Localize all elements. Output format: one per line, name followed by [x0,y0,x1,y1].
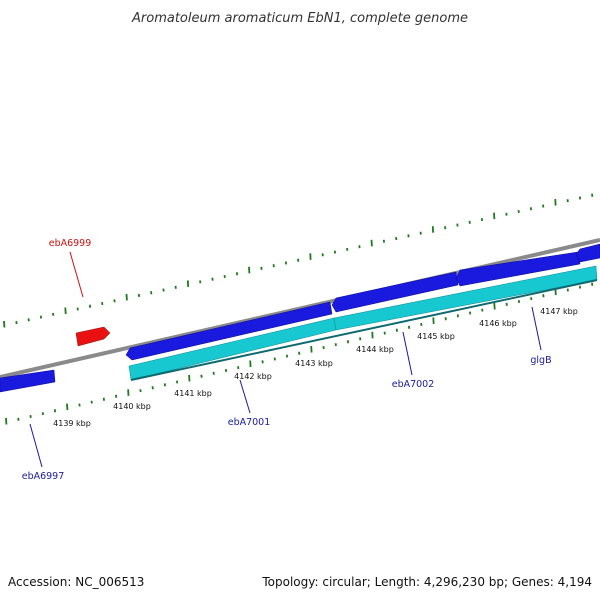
leader-ebA7002 [402,331,413,376]
gene-arrow-next[interactable] [575,243,600,263]
gene-label-ebA6997[interactable]: ebA6997 [22,471,65,482]
gene-arrow-ebA6999[interactable] [75,326,111,347]
kbp-label: 4144 kbp [356,345,394,354]
leader-ebA6999 [69,251,84,298]
kbp-label: 4146 kbp [479,319,517,328]
gene-label-ebA7001[interactable]: ebA7001 [228,417,271,428]
kbp-labels: 4139 kbp 4140 kbp 4141 kbp 4142 kbp 4143 kbp… [53,307,578,428]
kbp-label: 4141 kbp [174,389,212,398]
gene-arrow-ebA6997[interactable] [0,369,56,393]
kbp-label: 4145 kbp [417,332,455,341]
kbp-label: 4140 kbp [113,402,151,411]
kbp-label: 4143 kbp [295,359,333,368]
gene-label-ebA6999[interactable]: ebA6999 [49,238,92,249]
gene-arrow-ebA7001-left[interactable] [125,301,333,361]
gene-labels: ebA6999 ebA6997 ebA7001 ebA7002 glgB [22,238,552,482]
leader-glgB [531,306,542,351]
cds-track-edge [130,279,598,381]
scale-ticks [3,193,594,425]
genome-summary-text: Topology: circular; Length: 4,296,230 bp… [261,575,592,589]
leader-ebA7001 [239,379,251,414]
accession-text: Accession: NC_006513 [8,575,144,589]
kbp-label: 4139 kbp [53,419,91,428]
genome-backbone [0,238,600,379]
gene-label-glgB[interactable]: glgB [530,355,551,366]
gene-label-ebA7002[interactable]: ebA7002 [392,379,435,390]
leader-ebA6997 [29,423,43,468]
tick-row-lower [5,282,594,425]
tick-row-upper [3,193,594,328]
kbp-label: 4142 kbp [234,372,272,381]
kbp-label: 4147 kbp [540,307,578,316]
genome-tracks [0,238,600,393]
map-title: Aromatoleum aromaticum EbN1, complete ge… [131,11,468,26]
